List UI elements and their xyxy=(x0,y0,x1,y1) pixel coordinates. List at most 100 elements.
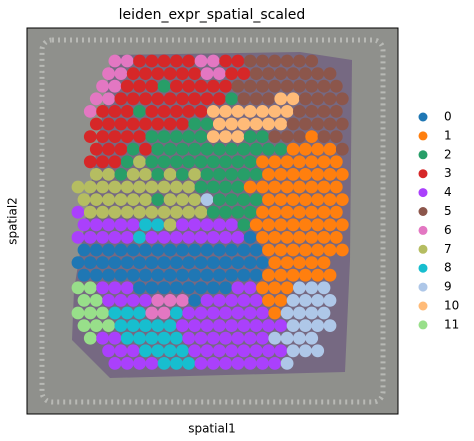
spot xyxy=(120,180,134,194)
spot xyxy=(280,231,294,244)
spot xyxy=(225,193,239,207)
spot xyxy=(305,105,319,118)
spot xyxy=(335,142,349,156)
spot xyxy=(206,256,220,269)
fiducial-frame xyxy=(39,37,386,405)
spot xyxy=(280,281,294,295)
spot xyxy=(274,243,288,257)
spot xyxy=(249,294,263,307)
spot xyxy=(139,193,152,207)
spot xyxy=(139,168,152,181)
spot xyxy=(335,117,349,131)
spot xyxy=(200,294,214,307)
spot xyxy=(163,294,177,307)
spot xyxy=(89,294,103,307)
spot xyxy=(163,67,177,80)
spot xyxy=(176,218,189,232)
spot xyxy=(163,193,177,207)
chart-title: leiden_expr_spatial_scaled xyxy=(119,7,306,23)
spot xyxy=(145,205,159,219)
spot xyxy=(311,117,325,131)
spot xyxy=(335,168,349,181)
spot xyxy=(219,281,233,295)
spot xyxy=(163,218,177,232)
spot xyxy=(206,79,220,93)
legend-marker xyxy=(418,320,428,330)
spot xyxy=(194,79,208,93)
spot xyxy=(231,155,245,169)
spot xyxy=(108,180,122,194)
spot xyxy=(77,243,91,257)
spot xyxy=(243,306,257,320)
spot xyxy=(200,243,214,257)
spot xyxy=(133,256,146,269)
spot xyxy=(206,306,220,320)
spot xyxy=(77,294,91,307)
spot xyxy=(237,294,251,307)
spot xyxy=(126,117,140,131)
spot xyxy=(151,294,165,307)
spot xyxy=(102,294,115,307)
spot xyxy=(108,357,122,370)
spot xyxy=(96,130,109,144)
spot xyxy=(212,268,226,282)
spot xyxy=(249,193,263,207)
spot xyxy=(256,331,269,345)
spot xyxy=(317,231,331,244)
spot xyxy=(170,357,183,370)
spot xyxy=(133,331,146,345)
legend: 0 1 2 3 4 5 6 7 8 9 10 11 xyxy=(418,110,459,331)
spot xyxy=(89,268,103,282)
spot xyxy=(311,67,325,80)
spot xyxy=(231,180,245,194)
spot xyxy=(120,155,134,169)
spot xyxy=(305,130,319,144)
spot xyxy=(108,130,122,144)
spot xyxy=(323,268,337,282)
spot xyxy=(212,67,226,80)
spot xyxy=(170,105,183,118)
spot xyxy=(249,243,263,257)
spot xyxy=(317,130,331,144)
legend-label: 0 xyxy=(444,110,452,124)
spot xyxy=(249,168,263,181)
spot xyxy=(133,231,146,244)
spot xyxy=(299,117,312,131)
spot xyxy=(212,92,226,106)
spot xyxy=(145,231,159,244)
spot xyxy=(102,243,115,257)
spot xyxy=(286,294,300,307)
spot xyxy=(120,231,134,244)
spot xyxy=(311,168,325,181)
spot xyxy=(212,344,226,358)
spot xyxy=(249,67,263,80)
spot xyxy=(237,67,251,80)
spot xyxy=(243,180,257,194)
spot xyxy=(182,54,196,68)
spot xyxy=(311,243,325,257)
spot xyxy=(268,130,282,144)
spot xyxy=(114,92,128,106)
spot xyxy=(256,231,269,244)
spot xyxy=(286,193,300,207)
spot xyxy=(280,79,294,93)
spot xyxy=(108,205,122,219)
spot xyxy=(323,243,337,257)
spot xyxy=(335,92,349,106)
spot xyxy=(194,357,208,370)
spot xyxy=(194,105,208,118)
spot xyxy=(231,256,245,269)
spot xyxy=(200,319,214,332)
spot xyxy=(176,294,189,307)
spot xyxy=(274,344,288,358)
spot xyxy=(102,268,115,282)
spot xyxy=(170,306,183,320)
spot xyxy=(145,130,159,144)
spot xyxy=(237,92,251,106)
spot xyxy=(225,344,239,358)
spot xyxy=(133,205,146,219)
spot xyxy=(293,155,306,169)
spot xyxy=(231,54,245,68)
spot xyxy=(262,218,275,232)
spot xyxy=(163,117,177,131)
